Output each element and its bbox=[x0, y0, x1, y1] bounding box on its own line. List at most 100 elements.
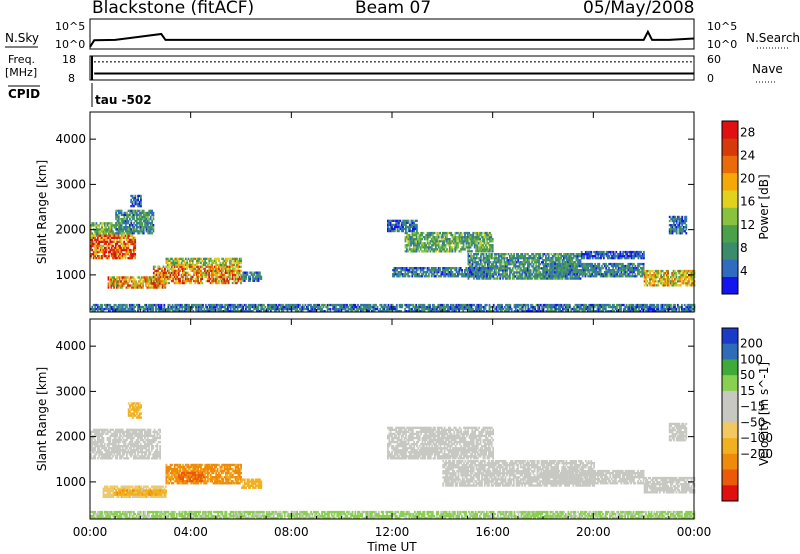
data-cell bbox=[213, 271, 216, 274]
data-cell bbox=[469, 269, 472, 272]
data-cell bbox=[264, 305, 267, 309]
data-cell bbox=[591, 275, 594, 278]
data-cell bbox=[515, 253, 518, 256]
data-cell bbox=[472, 233, 475, 237]
data-cell bbox=[152, 307, 155, 311]
data-cell bbox=[516, 310, 519, 313]
data-cell bbox=[127, 310, 130, 313]
data-cell bbox=[198, 269, 201, 272]
data-cell bbox=[96, 242, 99, 246]
data-cell bbox=[435, 246, 437, 249]
data-cell bbox=[430, 271, 433, 274]
data-cell bbox=[579, 273, 581, 276]
data-cell bbox=[511, 261, 514, 264]
data-cell bbox=[98, 230, 101, 233]
data-cell bbox=[234, 310, 236, 313]
data-cell bbox=[221, 310, 224, 313]
data-cell bbox=[597, 264, 599, 268]
data-cell bbox=[209, 310, 211, 313]
data-cell bbox=[119, 211, 122, 215]
data-cell bbox=[142, 282, 144, 285]
data-cell bbox=[565, 277, 568, 280]
data-cell bbox=[307, 310, 310, 313]
data-cell bbox=[411, 267, 414, 270]
data-cell bbox=[120, 219, 123, 223]
data-cell bbox=[242, 279, 245, 282]
data-cell bbox=[124, 310, 127, 313]
data-cell bbox=[134, 194, 137, 198]
data-cell bbox=[513, 305, 516, 309]
data-cell bbox=[102, 232, 105, 235]
data-cell bbox=[149, 224, 152, 227]
data-cell bbox=[144, 213, 146, 217]
data-cell bbox=[164, 284, 167, 287]
data-cell bbox=[574, 310, 577, 313]
data-cell bbox=[549, 269, 552, 272]
data-cell bbox=[398, 303, 401, 307]
data-cell bbox=[543, 269, 545, 272]
data-cell bbox=[216, 281, 219, 285]
data-cell bbox=[112, 234, 114, 237]
data-cell bbox=[194, 267, 197, 270]
data-cell bbox=[205, 279, 208, 283]
data-cell bbox=[425, 238, 428, 241]
data-cell bbox=[681, 305, 683, 309]
data-cell bbox=[625, 310, 628, 313]
data-cell bbox=[250, 303, 253, 307]
data-cell bbox=[122, 217, 124, 221]
data-cell bbox=[585, 303, 588, 307]
data-cell bbox=[166, 269, 169, 272]
data-cell bbox=[419, 305, 422, 309]
data-cell bbox=[409, 223, 411, 227]
data-cell bbox=[565, 253, 568, 256]
data-cell bbox=[137, 222, 140, 225]
data-cell bbox=[486, 231, 488, 235]
data-cell bbox=[229, 257, 231, 260]
data-cell bbox=[211, 279, 213, 283]
data-cell bbox=[120, 305, 123, 309]
data-cell bbox=[515, 265, 518, 268]
data-cell bbox=[148, 219, 151, 223]
data-cell bbox=[517, 257, 520, 260]
data-cell bbox=[479, 275, 481, 278]
data-cell bbox=[572, 262, 574, 266]
data-cell bbox=[184, 271, 187, 274]
data-cell bbox=[581, 271, 584, 274]
data-cell bbox=[215, 265, 217, 268]
data-cell bbox=[590, 275, 592, 278]
data-cell bbox=[172, 273, 175, 277]
data-cell bbox=[461, 233, 464, 237]
data-cell bbox=[148, 228, 151, 231]
data-cell bbox=[125, 286, 128, 289]
data-cell bbox=[553, 255, 556, 258]
data-cell bbox=[521, 277, 524, 280]
data-cell bbox=[437, 242, 440, 245]
data-cell bbox=[452, 267, 455, 270]
data-cell bbox=[188, 310, 191, 313]
data-cell bbox=[135, 217, 138, 221]
data-cell bbox=[229, 259, 231, 262]
data-cell bbox=[182, 305, 185, 309]
data-cell bbox=[120, 238, 123, 241]
data-cell bbox=[220, 257, 223, 260]
data-cell bbox=[101, 257, 103, 260]
data-cell bbox=[545, 262, 548, 266]
data-cell bbox=[530, 310, 532, 313]
data-cell bbox=[362, 307, 365, 311]
data-cell bbox=[580, 303, 582, 307]
data-cell bbox=[440, 305, 442, 309]
data-cell bbox=[605, 273, 608, 276]
data-cell bbox=[245, 271, 247, 274]
data-cell bbox=[628, 310, 631, 313]
data-cell bbox=[208, 277, 211, 281]
data-cell bbox=[304, 307, 307, 311]
data-cell bbox=[230, 265, 233, 268]
data-cell bbox=[465, 244, 468, 247]
data-cell bbox=[109, 282, 111, 285]
data-cell bbox=[583, 262, 585, 266]
data-cell bbox=[297, 303, 300, 307]
data-cell bbox=[685, 305, 687, 309]
data-cell bbox=[176, 271, 179, 274]
data-cell bbox=[433, 250, 436, 253]
data-cell bbox=[529, 271, 532, 274]
